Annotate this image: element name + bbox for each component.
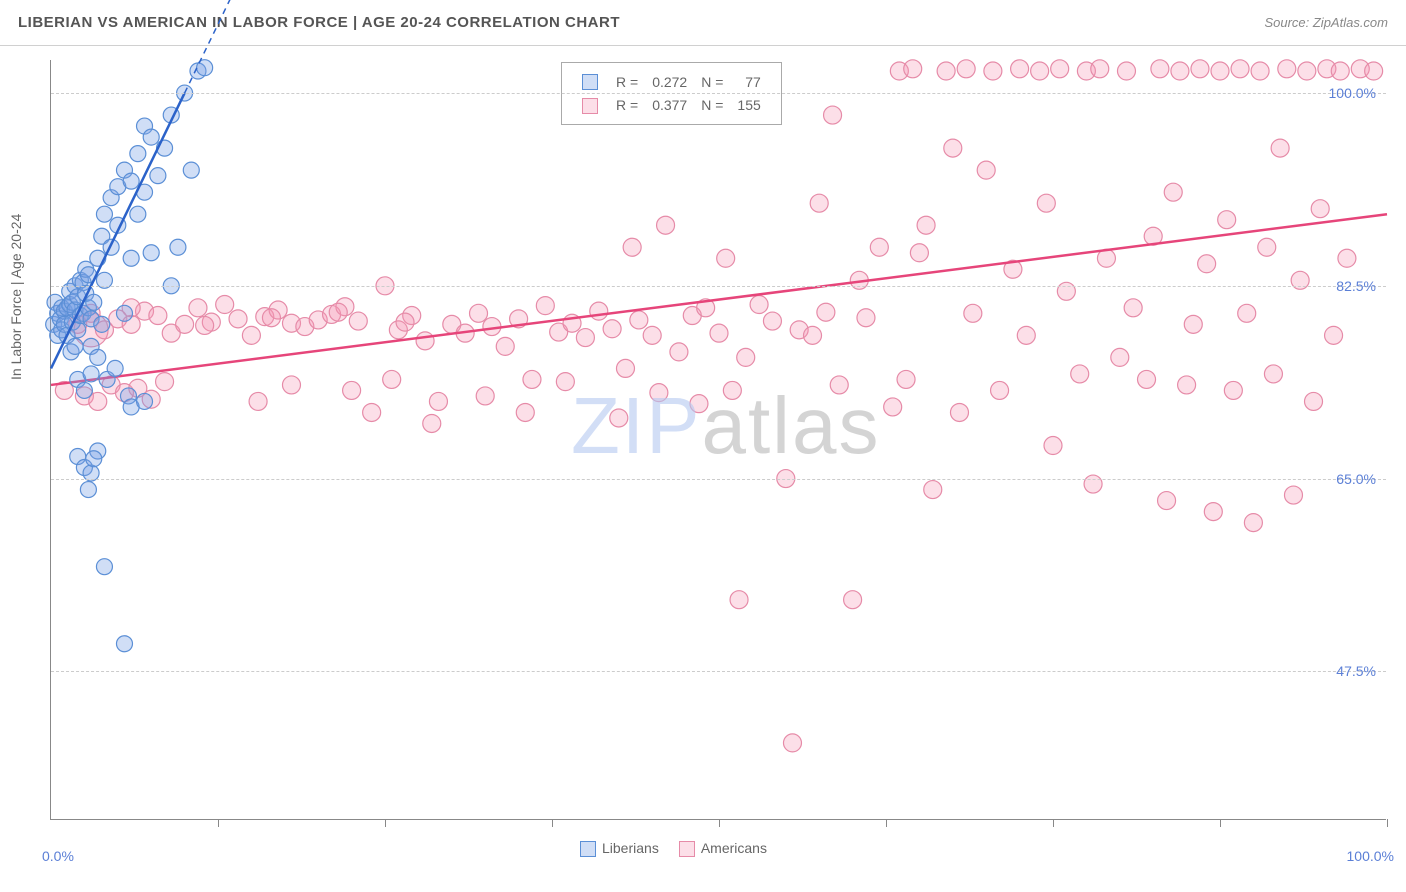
- scatter-svg: [51, 60, 1386, 819]
- plot-area: ZIPatlas R = 0.272 N = 77 R = 0.377 N = …: [50, 60, 1386, 820]
- n-value-liberians: 77: [731, 71, 766, 92]
- legend-bottom: Liberians Americans: [580, 840, 767, 857]
- x-max-label: 100.0%: [1347, 848, 1394, 864]
- n-value-americans: 155: [731, 94, 766, 115]
- chart-source: Source: ZipAtlas.com: [1264, 15, 1388, 30]
- r-value-americans: 0.377: [646, 94, 693, 115]
- y-tick-label: 100.0%: [1329, 85, 1376, 101]
- y-axis-label: In Labor Force | Age 20-24: [8, 214, 24, 380]
- y-tick-label: 47.5%: [1336, 663, 1376, 679]
- y-tick-label: 65.0%: [1336, 471, 1376, 487]
- x-min-label: 0.0%: [42, 848, 74, 864]
- legend-swatch-americans: [582, 98, 598, 114]
- r-value-liberians: 0.272: [646, 71, 693, 92]
- legend-item-americans: Americans: [679, 840, 767, 857]
- legend-row-americans: R = 0.377 N = 155: [576, 94, 767, 115]
- legend-row-liberians: R = 0.272 N = 77: [576, 71, 767, 92]
- y-tick-label: 82.5%: [1336, 278, 1376, 294]
- legend-item-liberians: Liberians: [580, 840, 659, 857]
- chart-title: LIBERIAN VS AMERICAN IN LABOR FORCE | AG…: [18, 14, 620, 31]
- legend-swatch-liberians: [582, 74, 598, 90]
